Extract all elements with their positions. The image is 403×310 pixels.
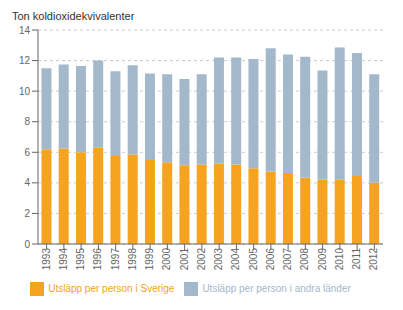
svg-text:14: 14 — [19, 25, 31, 36]
svg-text:1996: 1996 — [92, 248, 103, 271]
svg-text:2012: 2012 — [368, 248, 379, 271]
svg-text:1999: 1999 — [144, 248, 155, 271]
svg-text:2000: 2000 — [161, 248, 172, 271]
svg-text:2005: 2005 — [248, 248, 259, 271]
svg-text:4: 4 — [24, 177, 30, 188]
svg-text:6: 6 — [24, 147, 30, 158]
svg-text:1997: 1997 — [110, 248, 121, 271]
svg-text:1995: 1995 — [75, 248, 86, 271]
svg-text:12: 12 — [19, 55, 31, 66]
svg-text:2004: 2004 — [230, 248, 241, 271]
svg-text:2001: 2001 — [179, 248, 190, 271]
svg-text:2003: 2003 — [213, 248, 224, 271]
html-text:Utsläpp per person i Sverige: Utsläpp per person i Sverige — [48, 282, 175, 294]
svg-text:1994: 1994 — [58, 248, 69, 271]
html-text:Utsläpp per person i andra län: Utsläpp per person i andra länder — [202, 282, 351, 294]
svg-text:1993: 1993 — [41, 248, 52, 271]
svg-text:2006: 2006 — [265, 248, 276, 271]
svg-text:2011: 2011 — [351, 248, 362, 270]
svg-text:1998: 1998 — [127, 248, 138, 271]
svg-text:2009: 2009 — [317, 248, 328, 271]
svg-text:8: 8 — [24, 116, 30, 127]
svg-text:2: 2 — [24, 208, 30, 219]
svg-text:2007: 2007 — [282, 248, 293, 271]
svg-text:2010: 2010 — [334, 248, 345, 271]
svg-text:10: 10 — [19, 86, 31, 97]
svg-text:0: 0 — [24, 239, 30, 250]
svg-text:2008: 2008 — [299, 248, 310, 271]
svg-text:2002: 2002 — [196, 248, 207, 271]
html-text:Ton koldioxidekvivalenter: Ton koldioxidekvivalenter — [12, 10, 135, 22]
